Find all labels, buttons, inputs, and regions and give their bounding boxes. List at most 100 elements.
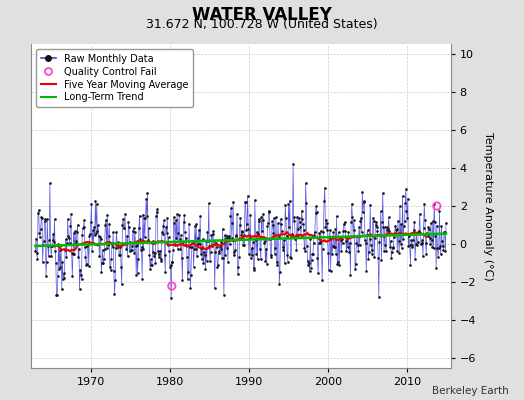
Point [389,244,398,251]
Point [428,244,436,250]
Point [35,230,43,236]
Point [109,229,117,236]
Point [318,277,326,283]
Point [168,283,176,289]
Point [388,248,396,255]
Point [42,272,50,279]
Point [311,228,319,235]
Text: 31.672 N, 100.728 W (United States): 31.672 N, 100.728 W (United States) [146,18,378,31]
Point [93,228,102,235]
Point [209,228,217,234]
Point [343,234,352,241]
Point [198,245,206,252]
Point [47,253,56,260]
Point [78,232,86,238]
Point [347,200,356,207]
Point [168,258,176,265]
Point [86,230,94,237]
Point [427,220,435,226]
Point [77,272,85,278]
Point [194,227,203,233]
Point [198,256,206,263]
Point [188,244,196,250]
Point [135,225,143,231]
Point [286,198,294,204]
Point [112,229,121,235]
Point [235,222,244,229]
Point [67,211,75,218]
Point [345,249,353,256]
Point [298,207,306,214]
Point [38,215,46,222]
Point [69,251,77,257]
Point [428,237,436,244]
Point [265,209,274,216]
Point [107,241,116,248]
Point [189,237,197,244]
Point [199,260,208,266]
Point [213,263,222,270]
Point [206,258,214,264]
Point [380,248,388,254]
Point [266,236,274,242]
Point [353,233,361,239]
Point [406,242,414,248]
Point [104,232,113,239]
Point [187,272,195,278]
Point [221,232,229,238]
Point [293,231,302,238]
Point [114,239,123,246]
Point [165,234,173,240]
Point [263,260,271,267]
Point [153,206,161,213]
Point [119,216,127,223]
Point [278,228,286,234]
Point [64,233,72,239]
Point [282,215,290,221]
Point [214,262,222,268]
Point [117,264,125,270]
Point [66,222,74,229]
Point [53,292,61,298]
Point [377,208,385,214]
Point [61,246,69,253]
Point [182,235,191,242]
Point [132,272,140,278]
Point [435,208,444,214]
Point [410,219,419,225]
Y-axis label: Temperature Anomaly (°C): Temperature Anomaly (°C) [483,132,493,280]
Point [178,277,187,284]
Point [298,216,307,222]
Point [103,212,112,219]
Point [367,247,376,253]
Point [255,217,264,224]
Point [150,250,159,257]
Point [271,245,279,251]
Point [163,215,171,222]
Point [208,243,216,250]
Point [211,249,220,255]
Point [362,240,370,247]
Point [244,226,253,232]
Point [372,222,380,228]
Point [384,226,392,232]
Point [32,236,40,242]
Point [431,219,439,225]
Point [122,246,130,252]
Point [228,220,237,226]
Point [292,247,301,254]
Point [267,254,276,260]
Point [342,237,350,244]
Point [332,213,341,219]
Point [314,239,323,246]
Point [49,231,58,237]
Point [189,263,198,270]
Point [43,243,52,249]
Point [130,249,138,256]
Point [315,229,324,236]
Point [204,200,213,206]
Point [154,248,162,254]
Point [229,199,237,206]
Point [376,232,384,238]
Point [50,216,59,222]
